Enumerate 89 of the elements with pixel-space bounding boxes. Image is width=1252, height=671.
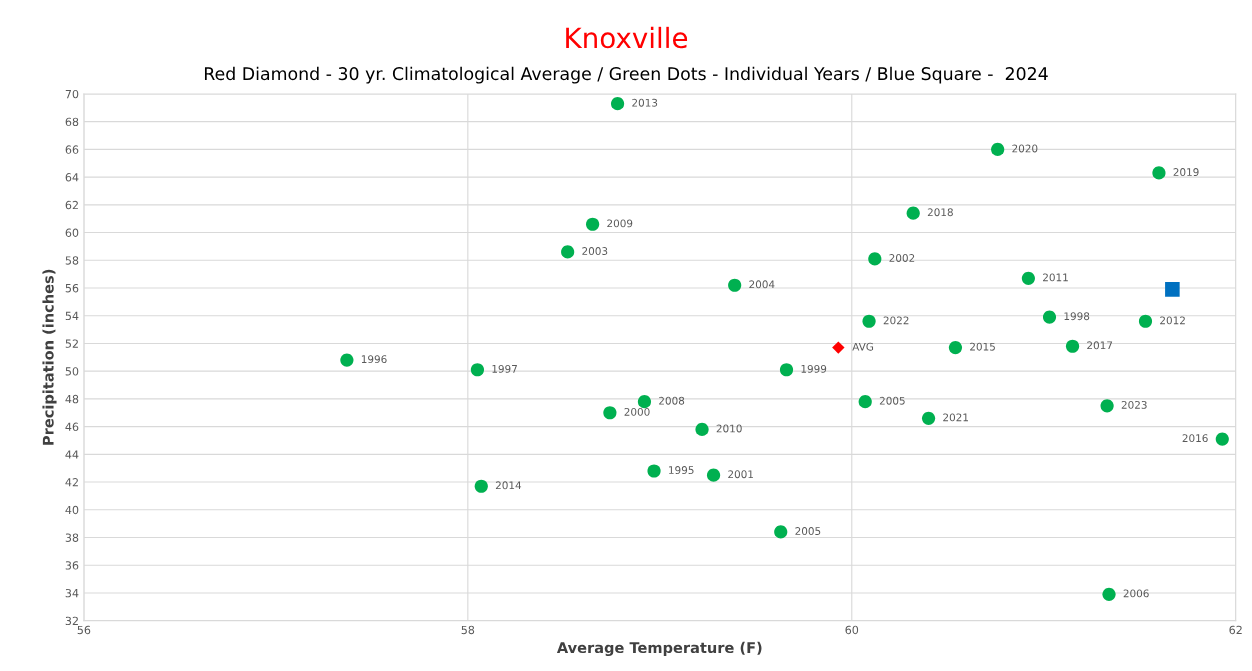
point bbox=[1138, 314, 1153, 328]
annotation: 2006 bbox=[1123, 589, 1149, 598]
point bbox=[868, 252, 882, 266]
point bbox=[637, 395, 652, 409]
point bbox=[695, 422, 709, 436]
point bbox=[728, 278, 742, 292]
y-tick-label: 38 bbox=[65, 533, 79, 542]
x-tick-label: 60 bbox=[845, 625, 859, 635]
y-tick-label: 32 bbox=[65, 616, 78, 626]
y-tick-label: 44 bbox=[65, 450, 79, 459]
annotation: 2001 bbox=[728, 470, 753, 479]
point bbox=[706, 468, 721, 482]
point bbox=[647, 464, 661, 478]
point bbox=[832, 341, 845, 354]
y-tick-label: 56 bbox=[65, 283, 79, 293]
y-tick-label: 52 bbox=[65, 339, 78, 348]
chart-subtitle: Red Diamond - 30 yr. Climatological Average / Green Dots - Individual Years / Blue Square - 2024 bbox=[204, 66, 1048, 84]
annotation: 2018 bbox=[927, 208, 953, 217]
y-tick-label: 42 bbox=[65, 478, 78, 487]
x-tick-label: 62 bbox=[1229, 625, 1242, 635]
annotation: 2015 bbox=[970, 342, 995, 351]
annotation: 1998 bbox=[1064, 312, 1090, 321]
y-tick-label: 40 bbox=[65, 505, 79, 515]
point bbox=[858, 395, 872, 409]
point bbox=[1152, 166, 1166, 180]
point bbox=[474, 479, 488, 493]
chart-title: Knoxville bbox=[566, 26, 688, 49]
annotation: 2017 bbox=[1087, 341, 1113, 350]
annotation: 2014 bbox=[495, 481, 522, 490]
point bbox=[779, 363, 794, 377]
annotation: 2011 bbox=[1043, 273, 1068, 282]
point bbox=[906, 206, 920, 220]
annotation: 2009 bbox=[607, 219, 633, 228]
annotation: 2008 bbox=[659, 396, 685, 405]
annotation: 2016 bbox=[1182, 434, 1208, 443]
annotation: 2019 bbox=[1173, 168, 1199, 176]
y-tick-label: 36 bbox=[65, 561, 79, 570]
annotation: 1996 bbox=[361, 355, 387, 364]
x-axis-title: Average Temperature (F) bbox=[556, 641, 762, 657]
annotation: 2003 bbox=[582, 247, 608, 255]
y-axis-title: Precipitation (inches) bbox=[42, 269, 57, 445]
y-tick-label: 66 bbox=[65, 145, 79, 154]
annotation: 2023 bbox=[1121, 400, 1147, 409]
y-tick-label: 60 bbox=[65, 228, 79, 237]
y-tick-label: 34 bbox=[65, 588, 79, 598]
point bbox=[1021, 271, 1035, 285]
point bbox=[1215, 432, 1229, 446]
annotation: 2005 bbox=[879, 396, 905, 405]
point bbox=[603, 406, 617, 420]
point bbox=[1065, 339, 1080, 353]
annotation: 2020 bbox=[1012, 144, 1038, 153]
point bbox=[340, 353, 354, 367]
point bbox=[1042, 310, 1057, 324]
point bbox=[610, 97, 625, 111]
annotation: 1995 bbox=[669, 466, 694, 474]
annotation: 2022 bbox=[883, 316, 909, 325]
y-tick-label: 62 bbox=[65, 200, 78, 210]
annotation: 1997 bbox=[492, 364, 517, 373]
y-tick-label: 46 bbox=[65, 422, 79, 431]
annotation: 2012 bbox=[1160, 316, 1185, 325]
point bbox=[1102, 587, 1116, 601]
point bbox=[470, 363, 485, 377]
point bbox=[1100, 399, 1114, 413]
y-tick-label: 50 bbox=[65, 367, 79, 376]
point bbox=[774, 525, 788, 539]
y-tick-label: 54 bbox=[65, 311, 79, 321]
annotation: 2005 bbox=[795, 527, 821, 535]
point bbox=[862, 314, 876, 328]
point bbox=[991, 142, 1005, 156]
y-tick-label: 64 bbox=[65, 173, 79, 182]
annotation: 2004 bbox=[749, 280, 775, 289]
annotation: 2010 bbox=[716, 424, 742, 433]
annotation: 2000 bbox=[624, 407, 650, 416]
y-tick-label: 68 bbox=[65, 117, 79, 127]
y-tick-label: 48 bbox=[65, 394, 79, 404]
x-tick-label: 58 bbox=[461, 625, 475, 635]
annotation: 2021 bbox=[943, 413, 968, 422]
point bbox=[586, 217, 600, 231]
point bbox=[948, 341, 963, 355]
y-tick-label: 70 bbox=[65, 89, 79, 99]
annotation: 2013 bbox=[632, 98, 658, 107]
annotation: AVG bbox=[852, 342, 874, 351]
point bbox=[921, 411, 936, 425]
annotation: 1999 bbox=[801, 364, 827, 373]
x-tick-label: 56 bbox=[77, 625, 91, 635]
point bbox=[561, 245, 575, 259]
annotation: 2002 bbox=[889, 254, 915, 262]
point bbox=[1165, 282, 1180, 297]
y-tick-label: 58 bbox=[65, 256, 79, 265]
